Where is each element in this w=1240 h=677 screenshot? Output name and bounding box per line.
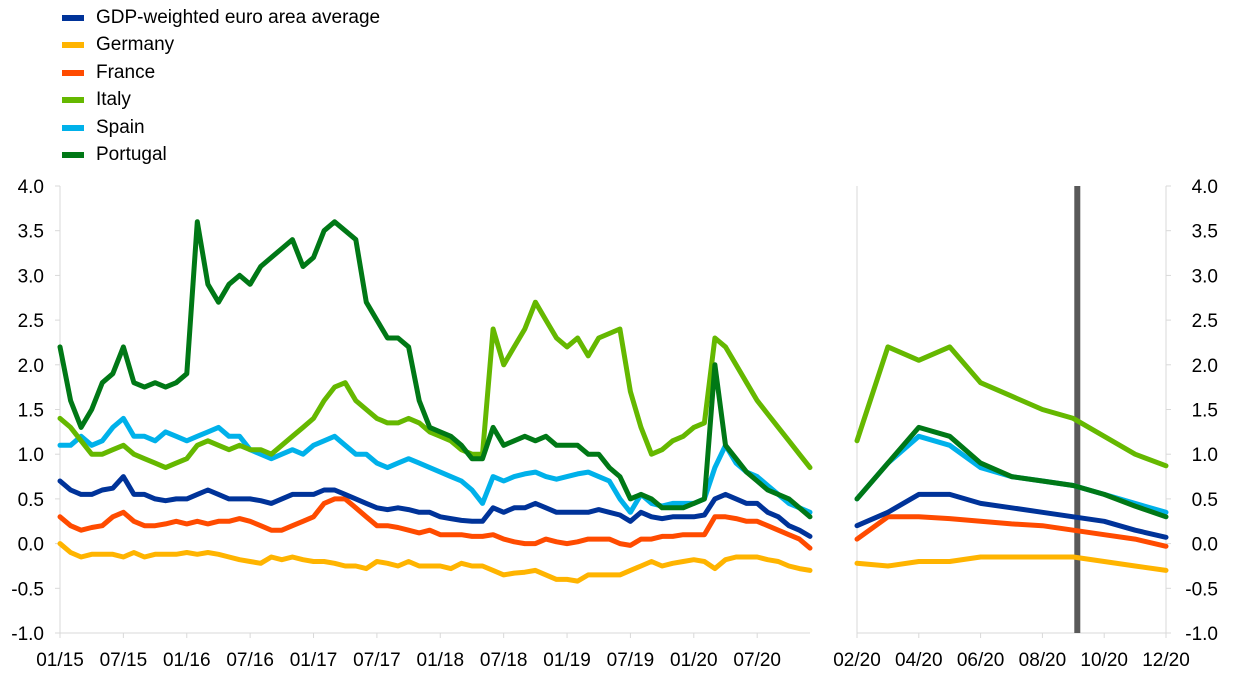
y-tick-label-right: 0.0 bbox=[1192, 535, 1218, 556]
y-tick-label-right: 0.5 bbox=[1192, 490, 1218, 511]
y-tick-label-left: 0.0 bbox=[18, 535, 44, 556]
series-line-france-panel-1 bbox=[854, 514, 1169, 549]
x-tick-label: 01/15 bbox=[36, 650, 84, 671]
series-line-italy-panel-1 bbox=[854, 344, 1169, 469]
legend-item-gdp-weighted-euro-area-average: GDP-weighted euro area average bbox=[62, 4, 380, 32]
series-line-spain-panel-0 bbox=[57, 415, 813, 515]
x-tick-label: 01/16 bbox=[163, 650, 211, 671]
legend-label: Germany bbox=[96, 34, 175, 56]
x-tick-label: 02/20 bbox=[833, 650, 881, 671]
y-tick-label-left: 2.5 bbox=[18, 311, 44, 332]
y-tick-label-right: 4.0 bbox=[1192, 177, 1218, 198]
y-tick-label-left: 0.5 bbox=[18, 490, 44, 511]
series-line-germany-panel-1 bbox=[854, 554, 1169, 573]
x-tick-label: 07/19 bbox=[607, 650, 655, 671]
series-line-germany-panel-0 bbox=[57, 541, 813, 584]
y-tick-label-left: 1.5 bbox=[18, 401, 44, 422]
legend-item-spain: Spain bbox=[62, 114, 380, 142]
legend-swatch bbox=[62, 97, 84, 104]
y-tick-label-left: -1.0 bbox=[11, 624, 44, 645]
legend-item-portugal: Portugal bbox=[62, 142, 380, 170]
y-tick-label-right: 3.5 bbox=[1192, 222, 1218, 243]
series-line-gdp-weighted-euro-area-average-panel-0 bbox=[57, 474, 813, 539]
y-tick-label-right: 2.5 bbox=[1192, 311, 1218, 332]
y-tick-label-right: -1.0 bbox=[1185, 624, 1218, 645]
legend-item-italy: Italy bbox=[62, 87, 380, 115]
legend-label: GDP-weighted euro area average bbox=[96, 6, 381, 28]
legend-item-france: France bbox=[62, 59, 380, 87]
x-tick-label: 07/15 bbox=[100, 650, 148, 671]
legend-label: Portugal bbox=[96, 144, 167, 166]
y-tick-label-left: 1.0 bbox=[18, 445, 44, 466]
y-tick-label-left: 3.5 bbox=[18, 222, 44, 243]
y-tick-label-right: 1.5 bbox=[1192, 401, 1218, 422]
x-tick-label: 12/20 bbox=[1142, 650, 1190, 671]
y-tick-label-right: 3.0 bbox=[1192, 266, 1218, 287]
series-line-france-panel-0 bbox=[57, 496, 813, 551]
legend-swatch bbox=[62, 69, 84, 76]
y-tick-label-left: 3.0 bbox=[18, 266, 44, 287]
x-tick-label: 07/17 bbox=[353, 650, 401, 671]
y-tick-label-right: 1.0 bbox=[1192, 445, 1218, 466]
legend-swatch bbox=[62, 152, 84, 159]
x-tick-label: 01/17 bbox=[290, 650, 338, 671]
legend-swatch bbox=[62, 14, 84, 21]
y-tick-label-left: -0.5 bbox=[11, 579, 44, 600]
legend-item-germany: Germany bbox=[62, 32, 380, 60]
legend-label: Italy bbox=[96, 89, 131, 111]
x-tick-label: 07/20 bbox=[733, 650, 781, 671]
series-line-gdp-weighted-euro-area-average-panel-1 bbox=[854, 491, 1169, 540]
legend-swatch bbox=[62, 42, 84, 49]
x-tick-label: 06/20 bbox=[957, 650, 1005, 671]
x-tick-label: 04/20 bbox=[895, 650, 943, 671]
x-tick-label: 07/16 bbox=[226, 650, 274, 671]
y-tick-label-right: -0.5 bbox=[1185, 579, 1218, 600]
y-tick-label-left: 2.0 bbox=[18, 356, 44, 377]
legend-swatch bbox=[62, 124, 84, 131]
legend-label: France bbox=[96, 61, 156, 83]
x-tick-label: 01/20 bbox=[670, 650, 718, 671]
legend: GDP-weighted euro area average Germany Fra… bbox=[62, 4, 380, 169]
y-tick-label-left: 4.0 bbox=[18, 177, 44, 198]
series-line-italy-panel-0 bbox=[57, 299, 813, 471]
legend-label: Spain bbox=[96, 116, 145, 138]
x-tick-label: 07/18 bbox=[480, 650, 528, 671]
y-tick-label-right: 2.0 bbox=[1192, 356, 1218, 377]
x-tick-label: 01/18 bbox=[417, 650, 465, 671]
x-tick-label: 01/19 bbox=[543, 650, 591, 671]
x-tick-label: 08/20 bbox=[1019, 650, 1067, 671]
series-line-portugal-panel-0 bbox=[57, 219, 813, 520]
x-tick-label: 10/20 bbox=[1080, 650, 1128, 671]
series-line-portugal-panel-1 bbox=[854, 424, 1169, 520]
